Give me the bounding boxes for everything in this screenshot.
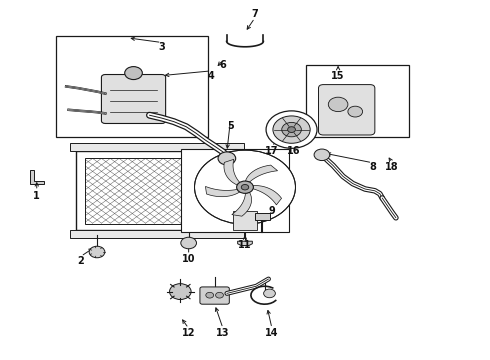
Circle shape: [241, 184, 249, 190]
Bar: [306, 65, 409, 137]
Text: 4: 4: [207, 71, 214, 81]
Text: 17: 17: [265, 146, 279, 156]
Text: 11: 11: [238, 240, 252, 250]
Polygon shape: [238, 241, 252, 246]
FancyBboxPatch shape: [318, 85, 375, 135]
Text: 16: 16: [287, 146, 301, 156]
Circle shape: [170, 284, 191, 300]
Circle shape: [218, 152, 236, 165]
Bar: [181, 149, 289, 232]
Circle shape: [266, 111, 317, 148]
Circle shape: [181, 237, 196, 249]
Text: 9: 9: [269, 206, 275, 216]
Polygon shape: [232, 192, 251, 216]
Text: 13: 13: [216, 328, 230, 338]
Text: 18: 18: [385, 162, 399, 172]
Polygon shape: [30, 170, 44, 184]
Text: 1: 1: [33, 191, 40, 201]
Circle shape: [216, 292, 223, 298]
Bar: [85, 158, 229, 224]
Text: 6: 6: [220, 60, 226, 70]
Circle shape: [348, 106, 363, 117]
Circle shape: [328, 97, 348, 112]
Bar: [70, 143, 244, 151]
Circle shape: [195, 150, 295, 224]
Text: 2: 2: [77, 256, 84, 266]
Polygon shape: [205, 186, 240, 197]
Circle shape: [237, 181, 253, 193]
Circle shape: [314, 149, 330, 161]
Polygon shape: [253, 185, 282, 205]
Circle shape: [288, 127, 295, 132]
Text: 8: 8: [369, 162, 376, 172]
Bar: [255, 213, 270, 220]
Polygon shape: [224, 159, 240, 185]
Circle shape: [125, 67, 143, 80]
FancyBboxPatch shape: [101, 75, 166, 123]
Bar: [76, 151, 238, 230]
Bar: [233, 211, 257, 230]
Text: 3: 3: [158, 42, 165, 52]
Bar: [56, 36, 208, 137]
Text: 12: 12: [182, 328, 196, 338]
Text: 5: 5: [227, 121, 234, 131]
Text: 10: 10: [182, 254, 196, 264]
Bar: [70, 230, 244, 238]
Circle shape: [264, 289, 275, 298]
FancyBboxPatch shape: [200, 287, 229, 304]
Text: 7: 7: [251, 9, 258, 19]
Text: 15: 15: [331, 71, 345, 81]
Circle shape: [282, 122, 301, 137]
Text: 14: 14: [265, 328, 279, 338]
Circle shape: [206, 292, 214, 298]
Circle shape: [89, 246, 105, 258]
Circle shape: [273, 116, 310, 143]
Polygon shape: [245, 165, 278, 182]
